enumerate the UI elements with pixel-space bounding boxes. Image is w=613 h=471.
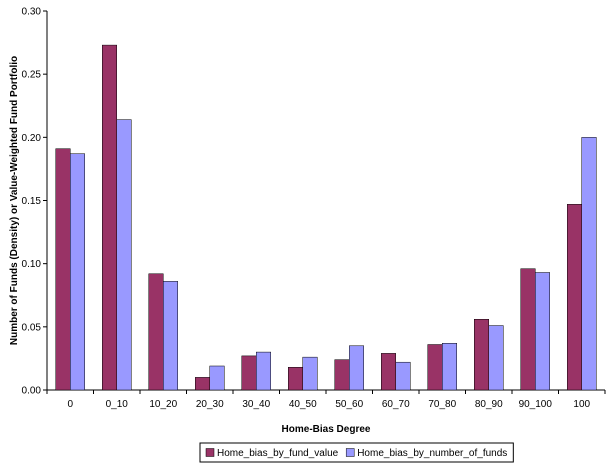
y-tick-label: 0.10: [22, 259, 42, 270]
bar-number-of-funds: [535, 272, 550, 391]
chart-ticks: 0.00 0.05 0.10 0.15 0.20 0.25 0.30 0 0_10 10_20 20…: [22, 7, 606, 410]
bar-fund-value: [241, 355, 257, 391]
bar-number-of-funds: [442, 343, 457, 391]
legend-label: Home_bias_by_fund_value: [217, 448, 339, 459]
bar-number-of-funds: [256, 351, 271, 391]
x-tick-label: 0_10: [106, 399, 129, 410]
bar-number-of-funds: [163, 281, 178, 391]
y-axis-label: Number of Funds (Density) or Value-Weigh…: [9, 56, 20, 345]
bar-fund-value: [102, 44, 117, 391]
bar-number-of-funds: [349, 345, 364, 391]
x-tick-label: 10_20: [149, 399, 177, 410]
chart-legend: Home_bias_by_fund_value Home_bias_by_numb…: [199, 442, 514, 463]
x-tick-label: 60_70: [382, 399, 410, 410]
bar-fund-value: [520, 268, 536, 391]
bar-number-of-funds: [209, 365, 225, 391]
bar-number-of-funds: [116, 119, 132, 391]
bar-fund-value: [567, 204, 582, 391]
bar-number-of-funds: [488, 325, 504, 391]
bar-number-of-funds: [302, 356, 318, 391]
bar-fund-value: [148, 273, 164, 391]
legend-label: Home_bias_by_number_of_funds: [357, 448, 507, 459]
bar-fund-value: [474, 319, 489, 391]
y-tick-label: 0.25: [22, 70, 42, 81]
x-tick-label: 30_40: [242, 399, 270, 410]
x-tick-label: 50_60: [335, 399, 363, 410]
y-tick-label: 0.15: [22, 196, 42, 207]
legend-box: [199, 442, 514, 463]
bar-number-of-funds: [70, 153, 85, 391]
x-tick-label: 0: [67, 399, 73, 410]
y-tick-label: 0.00: [22, 386, 42, 397]
x-tick-label: 90_100: [519, 399, 553, 410]
bar-number-of-funds: [395, 361, 411, 391]
x-tick-label: 40_50: [289, 399, 317, 410]
y-tick-label: 0.05: [22, 322, 42, 333]
x-tick-label: 70_80: [428, 399, 456, 410]
bar-fund-value: [195, 377, 210, 391]
bar-fund-value: [334, 359, 350, 391]
y-tick-label: 0.30: [22, 7, 42, 18]
legend-swatch: [205, 448, 215, 457]
legend-swatch: [345, 448, 355, 457]
bar-fund-value: [381, 353, 396, 391]
bar-fund-value: [55, 148, 71, 391]
bar-fund-value: [427, 344, 443, 391]
y-tick-label: 0.20: [22, 133, 42, 144]
bar-fund-value: [288, 367, 303, 391]
x-tick-label: 100: [573, 399, 590, 410]
x-tick-label: 80_90: [475, 399, 503, 410]
x-axis-label: Home-Bias Degree: [282, 424, 371, 435]
x-tick-label: 20_30: [196, 399, 224, 410]
chart-bars: [55, 44, 597, 391]
bar-number-of-funds: [581, 137, 597, 391]
